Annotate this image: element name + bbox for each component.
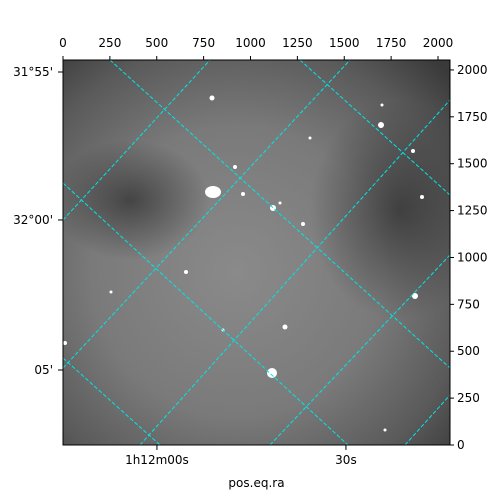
ra-tick-label: 30s: [335, 453, 357, 467]
frame: [62, 59, 451, 446]
ra-tick-label: 1h12m00s: [125, 453, 189, 467]
y-tick-label: 1750: [457, 110, 488, 124]
x-tick-label: 0: [59, 36, 67, 50]
dec-tick-label: 32°00': [13, 213, 53, 227]
x-axis-label: pos.eq.ra: [228, 476, 284, 490]
x-tick-label: 500: [145, 36, 168, 50]
x-tick-label: 1000: [235, 36, 266, 50]
y-tick-label: 500: [457, 344, 480, 358]
x-tick-label: 750: [192, 36, 215, 50]
y-tick-label: 250: [457, 391, 480, 405]
dec-tick-label: 05': [34, 363, 53, 377]
y-tick-label: 0: [457, 438, 465, 452]
x-tick-label: 1500: [329, 36, 360, 50]
x-tick-label: 250: [98, 36, 121, 50]
y-tick-label: 2000: [457, 63, 488, 77]
x-tick-label: 1250: [282, 36, 313, 50]
x-tick-label: 2000: [423, 36, 454, 50]
dec-tick-label: 31°55': [13, 65, 53, 79]
y-tick-label: 1500: [457, 157, 488, 171]
coordinate-grid: [63, 60, 450, 445]
y-tick-label: 1250: [457, 204, 488, 218]
x-tick-label: 1750: [376, 36, 407, 50]
y-tick-label: 750: [457, 297, 480, 311]
image: [63, 60, 450, 445]
y-tick-label: 1000: [457, 250, 488, 264]
